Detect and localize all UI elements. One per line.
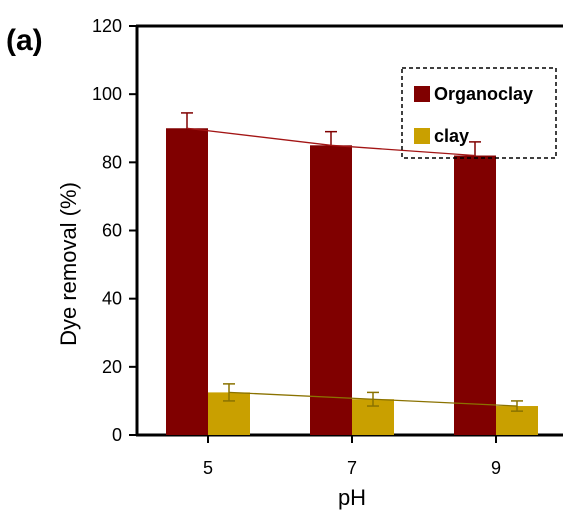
- y-tick-label: 100: [92, 84, 122, 104]
- legend: Organoclay clay: [401, 67, 557, 159]
- panel-label: (a): [6, 24, 43, 57]
- bar-organoclay-5: [166, 128, 208, 435]
- bar-organoclay-7: [310, 145, 352, 435]
- x-tick-label: 7: [347, 458, 357, 478]
- x-axis-title: pH: [338, 485, 366, 510]
- y-tick-label: 60: [102, 221, 122, 241]
- y-tick-label: 40: [102, 289, 122, 309]
- x-tick-label: 5: [203, 458, 213, 478]
- y-tick-label: 0: [112, 425, 122, 445]
- y-axis-title: Dye removal (%): [56, 182, 81, 346]
- legend-label-organoclay: Organoclay: [434, 84, 533, 104]
- bar-organoclay-9: [454, 155, 496, 435]
- y-tick-label: 80: [102, 152, 122, 172]
- trend-line-clay: [228, 391, 518, 407]
- legend-swatch-clay: [414, 128, 430, 144]
- x-tick-label: 9: [491, 458, 501, 478]
- legend-box: [401, 67, 557, 159]
- trend-line-organoclay: [186, 127, 476, 157]
- legend-swatch-organoclay: [414, 86, 430, 102]
- plot-area: 0 20 40 60 80 100 120 5 7 9 Organoclay clay: [92, 16, 563, 478]
- y-tick-label: 20: [102, 357, 122, 377]
- y-tick-label: 120: [92, 16, 122, 36]
- legend-label-clay: clay: [434, 126, 469, 146]
